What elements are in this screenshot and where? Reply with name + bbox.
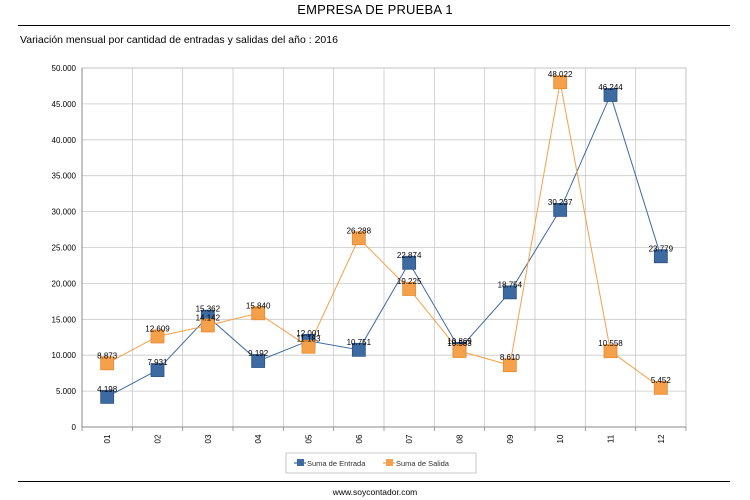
data-label: 19.225: [397, 277, 422, 286]
data-label: 10.751: [347, 338, 372, 347]
y-tick-label: 0: [72, 423, 77, 432]
data-label-layer: 4.198 7.931 15.362 9.192 12.001 10.751 22.874 1…: [97, 70, 673, 394]
data-label: 12.001: [296, 329, 321, 338]
legend-label: Suma de Entrada: [307, 459, 366, 468]
data-point-marker: [502, 358, 517, 373]
data-point-marker: [150, 363, 165, 377]
y-tick-label: 35.000: [52, 172, 77, 181]
data-label: 9.192: [248, 349, 269, 358]
x-tick-label: 02: [154, 434, 163, 443]
series-line: [106, 93, 662, 398]
y-tick-label: 5.000: [56, 387, 77, 396]
data-point-marker: [301, 339, 316, 354]
legend: Suma de Entrada Suma de Salida: [285, 452, 477, 474]
data-label: 10.558: [598, 339, 623, 348]
data-label: 8.873: [97, 351, 118, 360]
data-label: 5.452: [651, 376, 672, 385]
data-label: 15.840: [246, 301, 271, 310]
legend-marker: [297, 459, 304, 466]
chart-subtitle: Variación mensual por cantidad de entrad…: [20, 34, 338, 46]
data-label: 7.931: [147, 358, 168, 367]
x-tick-label: 08: [456, 434, 465, 443]
y-tick-label: 15.000: [52, 315, 77, 324]
y-tick-label: 40.000: [52, 136, 77, 145]
x-tick-label: 11: [607, 434, 616, 443]
data-point-marker: [553, 75, 568, 90]
x-tick-label: 10: [556, 434, 565, 443]
data-point-marker: [251, 306, 266, 321]
y-tick-label: 30.000: [52, 208, 77, 217]
x-tick-label: 04: [254, 434, 263, 443]
data-label: 23.779: [649, 244, 674, 253]
data-label: 26.288: [347, 226, 372, 235]
data-point-marker: [351, 342, 366, 357]
x-tick-label: 05: [305, 434, 314, 443]
data-point-marker: [603, 88, 618, 102]
data-point-marker: [452, 344, 467, 358]
data-label: 4.198: [97, 385, 118, 394]
data-point-marker: [251, 354, 266, 368]
page-title: EMPRESA DE PRUEBA 1: [297, 2, 453, 17]
legend-marker: [386, 459, 393, 466]
data-point-marker: [200, 318, 215, 333]
x-tick-label: 07: [405, 434, 414, 443]
data-label: 14.142: [196, 313, 221, 322]
data-label: 30.237: [548, 198, 573, 207]
data-point-marker: [653, 380, 668, 395]
data-label: 22.874: [397, 251, 422, 260]
data-label: 18.754: [498, 280, 523, 289]
data-label: 11.183: [297, 335, 321, 344]
y-tick-label: 45.000: [52, 100, 77, 109]
series-layer: [100, 75, 668, 404]
grid-layer: [81, 67, 687, 428]
data-point-marker: [653, 249, 668, 264]
data-point-marker: [100, 389, 115, 404]
x-tick-label: 12: [657, 434, 666, 443]
header-divider: [18, 25, 730, 26]
data-label: 15.362: [196, 305, 221, 314]
data-point-marker: [100, 356, 115, 371]
x-tick-label: 09: [506, 434, 515, 443]
y-tick-label: 50.000: [52, 64, 77, 73]
data-point-marker: [553, 202, 568, 217]
legend-label: Suma de Salida: [396, 459, 450, 468]
series-line: [106, 82, 662, 389]
data-point-marker: [150, 329, 165, 344]
data-label: 12.609: [145, 324, 170, 333]
axis-layer: 0 5.000 10.000 15.000 20.000 25.000 30.000 35.0…: [52, 64, 687, 443]
data-point-marker: [603, 344, 618, 359]
x-tick-label: 01: [103, 434, 112, 443]
data-label: 10.583: [447, 339, 472, 348]
data-label: 10.869: [447, 337, 472, 346]
data-label: 48.022: [548, 70, 573, 79]
y-tick-label: 10.000: [52, 351, 77, 360]
data-point-marker: [402, 282, 417, 296]
data-point-marker: [502, 285, 517, 300]
legend-box: [285, 452, 477, 474]
data-label: 46.244: [598, 83, 623, 92]
x-tick-label: 06: [355, 434, 364, 443]
y-tick-label: 20.000: [52, 279, 77, 288]
footer-divider: [18, 481, 730, 482]
data-point-marker: [351, 231, 366, 246]
footer-url: www.soycontador.com: [332, 487, 418, 497]
y-tick-label: 25.000: [52, 244, 77, 253]
x-tick-label: 03: [204, 434, 213, 443]
data-label: 8.610: [500, 353, 521, 362]
data-point-marker: [402, 255, 417, 270]
